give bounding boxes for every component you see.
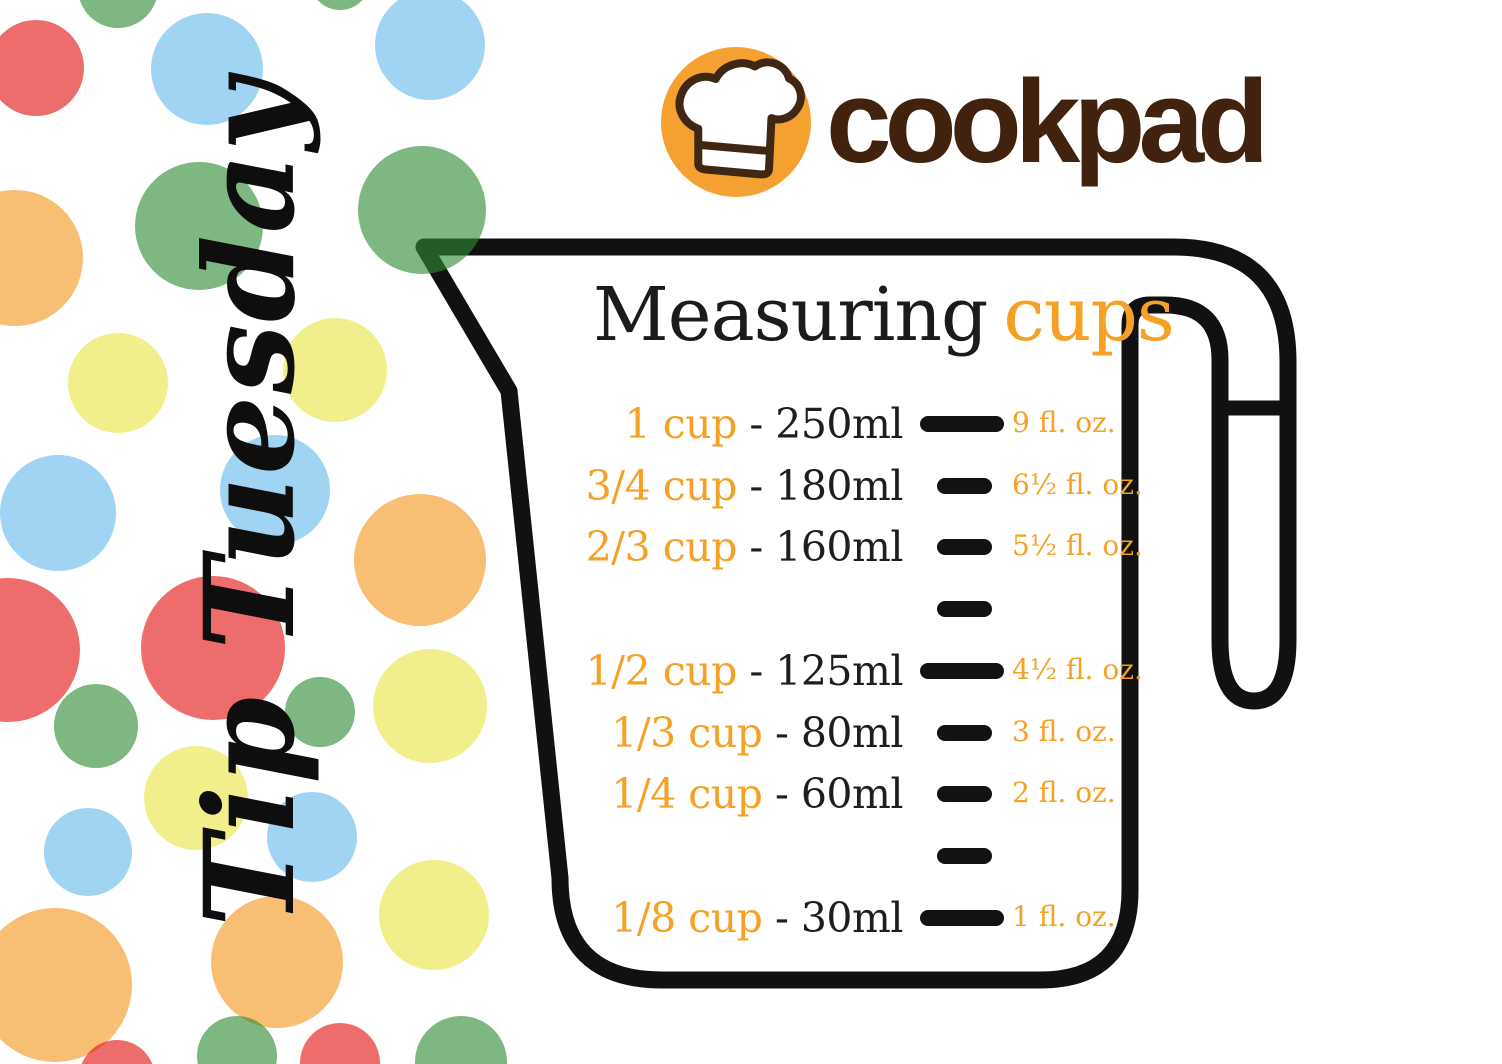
ml-label: - 125ml bbox=[736, 646, 903, 695]
measure-labels: 1/3 cup - 80ml bbox=[540, 707, 903, 759]
measure-tick bbox=[937, 601, 992, 618]
cup-label: 1 cup bbox=[624, 400, 738, 448]
title-highlight: cups bbox=[1003, 272, 1174, 358]
measure-tick bbox=[937, 724, 992, 741]
measure-labels: 2/3 cup - 160ml bbox=[540, 521, 904, 573]
conversion-row bbox=[540, 583, 1190, 635]
oz-label: 9 fl. oz. bbox=[1012, 406, 1116, 439]
oz-label: 1 fl. oz. bbox=[1012, 899, 1116, 933]
ml-label: - 250ml bbox=[736, 400, 903, 448]
ml-label: - 180ml bbox=[736, 461, 903, 510]
conversion-row: 1/2 cup - 125ml 4½ fl. oz. bbox=[540, 645, 1190, 697]
ml-label: - 80ml bbox=[762, 708, 904, 757]
conversion-row: 1 cup - 250ml 9 fl. oz. bbox=[540, 398, 1190, 450]
oz-label: 6½ fl. oz. bbox=[1012, 467, 1143, 501]
conversion-row: 2/3 cup - 160ml 5½ fl. oz. bbox=[540, 521, 1190, 573]
conversion-row: 1/8 cup - 30ml 1 fl. oz. bbox=[540, 892, 1190, 944]
jug-body-path bbox=[415, 238, 1297, 989]
cookpad-wordmark: cookpad bbox=[826, 56, 1269, 188]
measure-tick bbox=[937, 539, 992, 556]
measure-tick bbox=[937, 786, 992, 803]
conversion-row: 1/4 cup - 60ml 2 fl. oz. bbox=[540, 768, 1190, 820]
measure-tick bbox=[920, 416, 1004, 432]
measure-tick bbox=[937, 477, 992, 494]
measure-labels: 1/2 cup - 125ml bbox=[540, 645, 904, 697]
oz-label: 2 fl. oz. bbox=[1012, 776, 1116, 810]
measure-labels: 1/8 cup - 30ml bbox=[540, 892, 903, 944]
measure-labels: 3/4 cup - 180ml bbox=[540, 460, 904, 512]
chef-hat-icon bbox=[661, 47, 811, 197]
cup-label: 1/4 cup bbox=[611, 770, 763, 819]
cup-label: 1/2 cup bbox=[585, 646, 738, 695]
ml-label: - 30ml bbox=[762, 893, 904, 942]
measure-labels bbox=[540, 830, 903, 882]
ml-label: - 60ml bbox=[762, 770, 904, 819]
conversion-row: 3/4 cup - 180ml 6½ fl. oz. bbox=[540, 460, 1190, 512]
conversion-row: 1/3 cup - 80ml 3 fl. oz. bbox=[540, 707, 1190, 759]
conversion-row bbox=[540, 830, 1190, 882]
title-prefix: Measuring bbox=[593, 272, 988, 358]
oz-label: 5½ fl. oz. bbox=[1012, 529, 1143, 563]
cup-label: 2/3 cup bbox=[585, 523, 738, 572]
measure-tick bbox=[937, 847, 992, 864]
cup-label: 1/8 cup bbox=[611, 893, 763, 942]
cup-label: 3/4 cup bbox=[585, 461, 738, 510]
measure-tick bbox=[920, 662, 1004, 679]
cookpad-logo: cookpad bbox=[656, 44, 1269, 214]
oz-label: 3 fl. oz. bbox=[1012, 714, 1116, 748]
measure-labels: 1 cup - 250ml bbox=[540, 398, 904, 450]
page-title: Measuring cups bbox=[593, 272, 1213, 358]
cup-label: 1/3 cup bbox=[611, 708, 763, 757]
measure-labels bbox=[540, 583, 903, 635]
measure-tick bbox=[920, 909, 1004, 926]
measure-labels: 1/4 cup - 60ml bbox=[540, 768, 903, 820]
oz-label: 4½ fl. oz. bbox=[1012, 652, 1143, 686]
ml-label: - 160ml bbox=[736, 523, 903, 572]
